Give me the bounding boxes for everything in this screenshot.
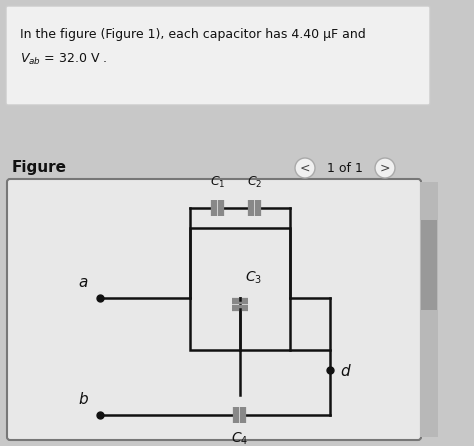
Circle shape bbox=[375, 158, 395, 178]
Text: $C_3$: $C_3$ bbox=[245, 269, 262, 286]
Text: $C_4$: $C_4$ bbox=[231, 431, 249, 446]
Text: 1 of 1: 1 of 1 bbox=[327, 161, 363, 174]
Circle shape bbox=[295, 158, 315, 178]
Text: a: a bbox=[79, 275, 88, 290]
Text: Figure: Figure bbox=[12, 160, 67, 175]
Text: $C_2$: $C_2$ bbox=[247, 175, 263, 190]
Text: $V_{ab}$ = 32.0 V .: $V_{ab}$ = 32.0 V . bbox=[20, 52, 107, 67]
FancyBboxPatch shape bbox=[6, 6, 430, 105]
Bar bbox=[190, 228, 290, 350]
Bar bbox=[421, 220, 437, 310]
Text: >: > bbox=[380, 161, 390, 174]
Bar bbox=[420, 182, 438, 437]
Text: b: b bbox=[78, 392, 88, 407]
Text: <: < bbox=[300, 161, 310, 174]
Text: In the figure (Figure 1), each capacitor has 4.40 μF and: In the figure (Figure 1), each capacitor… bbox=[20, 28, 366, 41]
Text: d: d bbox=[340, 364, 350, 380]
FancyBboxPatch shape bbox=[7, 179, 421, 440]
Text: $C_1$: $C_1$ bbox=[210, 175, 226, 190]
